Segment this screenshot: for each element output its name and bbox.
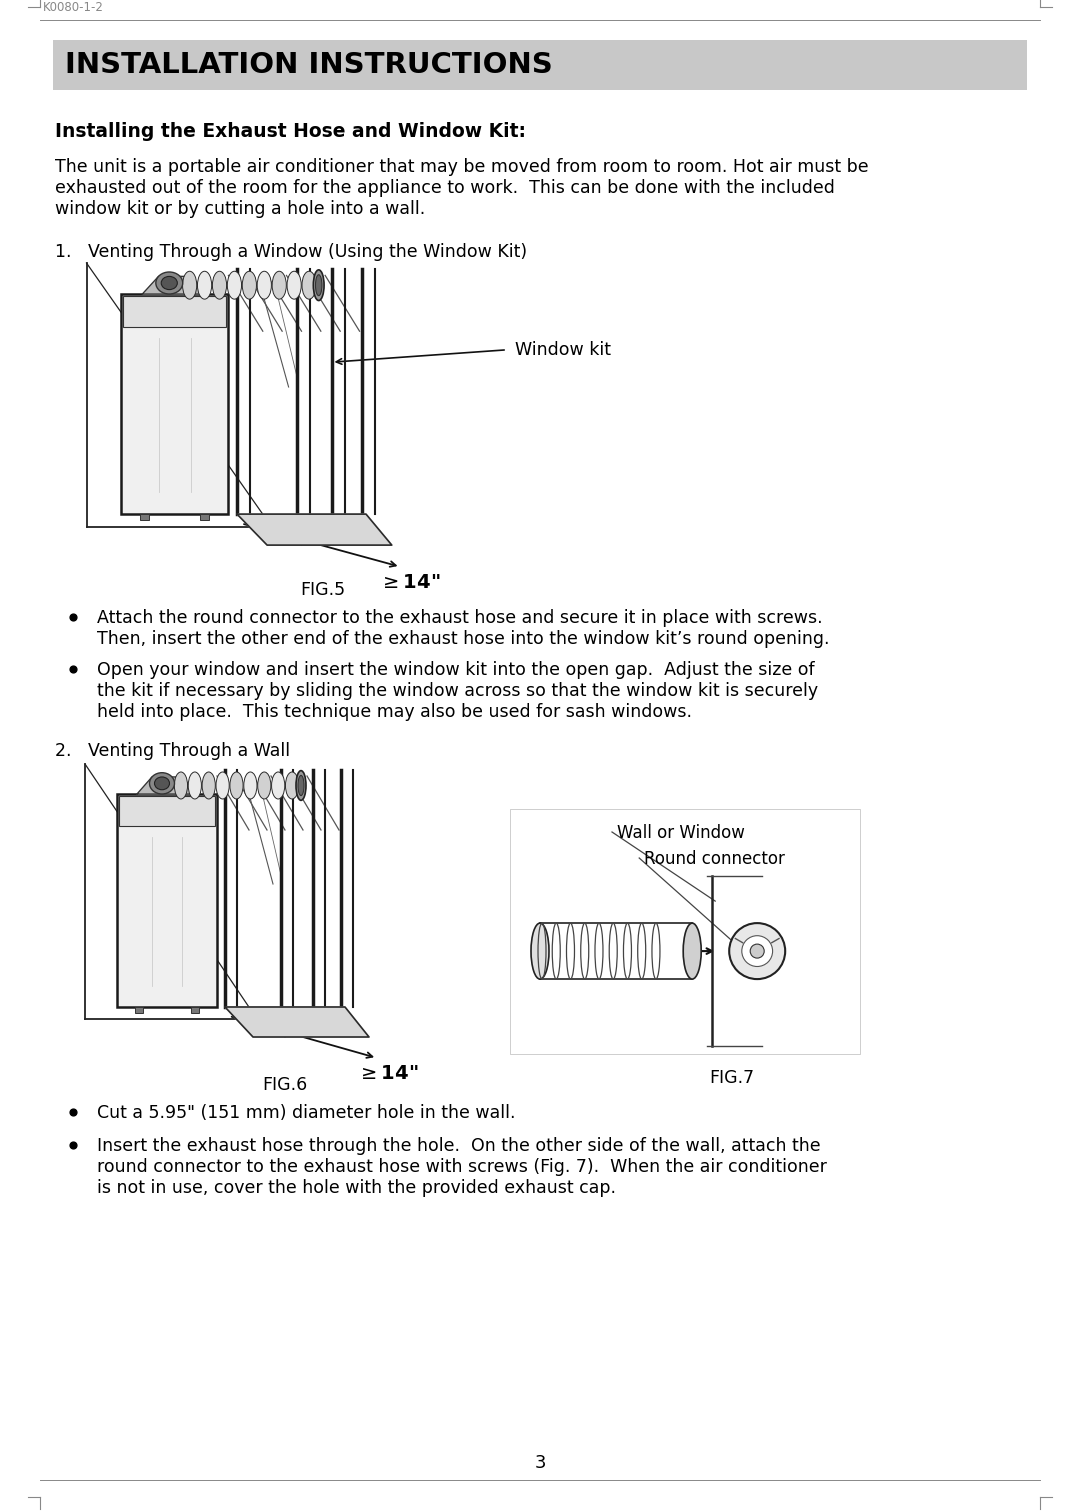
Ellipse shape (729, 924, 785, 980)
Ellipse shape (302, 271, 316, 299)
Bar (510, 809, 860, 1054)
Ellipse shape (154, 777, 170, 789)
Bar (140, 514, 149, 520)
Text: the kit if necessary by sliding the window across so that the window kit is secu: the kit if necessary by sliding the wind… (97, 682, 819, 700)
Ellipse shape (230, 773, 243, 798)
Text: FIG.6: FIG.6 (262, 1077, 308, 1095)
Text: held into place.  This technique may also be used for sash windows.: held into place. This technique may also… (97, 703, 692, 721)
Text: window kit or by cutting a hole into a wall.: window kit or by cutting a hole into a w… (55, 200, 426, 218)
Bar (119, 797, 215, 826)
Text: 1.   Venting Through a Window (Using the Window Kit): 1. Venting Through a Window (Using the W… (55, 243, 527, 262)
Text: K0080-1-2: K0080-1-2 (43, 2, 104, 14)
Ellipse shape (202, 773, 215, 798)
Ellipse shape (313, 269, 324, 301)
Text: 3: 3 (535, 1455, 545, 1473)
Ellipse shape (227, 271, 242, 299)
Text: Round connector: Round connector (644, 850, 785, 868)
Ellipse shape (684, 924, 701, 980)
Ellipse shape (183, 271, 197, 299)
Polygon shape (237, 514, 392, 546)
Text: is not in use, cover the hole with the provided exhaust cap.: is not in use, cover the hole with the p… (97, 1179, 616, 1198)
Ellipse shape (216, 773, 229, 798)
Text: 2.   Venting Through a Wall: 2. Venting Through a Wall (55, 742, 291, 761)
Ellipse shape (188, 773, 202, 798)
Text: Installing the Exhaust Hose and Window Kit:: Installing the Exhaust Hose and Window K… (55, 122, 526, 141)
Ellipse shape (296, 771, 306, 800)
Text: Open your window and insert the window kit into the open gap.  Adjust the size o: Open your window and insert the window k… (97, 661, 814, 679)
Bar (117, 794, 217, 1007)
Text: INSTALLATION INSTRUCTIONS: INSTALLATION INSTRUCTIONS (65, 51, 553, 79)
Ellipse shape (174, 773, 188, 798)
Bar (191, 1007, 199, 1013)
Ellipse shape (315, 275, 322, 296)
Text: FIG.5: FIG.5 (300, 581, 346, 599)
Text: $\geq$14": $\geq$14" (357, 1064, 418, 1083)
Ellipse shape (258, 773, 271, 798)
Text: exhausted out of the room for the appliance to work.  This can be done with the : exhausted out of the room for the applia… (55, 178, 835, 197)
Ellipse shape (298, 776, 303, 795)
Ellipse shape (287, 271, 301, 299)
Bar (201, 514, 210, 520)
Ellipse shape (149, 773, 175, 794)
Ellipse shape (271, 773, 285, 798)
Ellipse shape (156, 272, 183, 293)
Bar (121, 293, 228, 514)
Polygon shape (137, 777, 197, 794)
Ellipse shape (285, 773, 299, 798)
Ellipse shape (531, 924, 549, 980)
Text: The unit is a portable air conditioner that may be moved from room to room. Hot : The unit is a portable air conditioner t… (55, 157, 868, 175)
Polygon shape (143, 277, 207, 293)
Bar (123, 296, 227, 327)
Ellipse shape (272, 271, 286, 299)
Text: Then, insert the other end of the exhaust hose into the window kit’s round openi: Then, insert the other end of the exhaus… (97, 631, 829, 649)
Text: Insert the exhaust hose through the hole.  On the other side of the wall, attach: Insert the exhaust hose through the hole… (97, 1137, 821, 1155)
Text: Cut a 5.95" (151 mm) diameter hole in the wall.: Cut a 5.95" (151 mm) diameter hole in th… (97, 1104, 515, 1122)
Bar (135, 1007, 143, 1013)
Ellipse shape (242, 271, 256, 299)
Text: Attach the round connector to the exhaust hose and secure it in place with screw: Attach the round connector to the exhaus… (97, 609, 823, 627)
Ellipse shape (244, 773, 257, 798)
Text: round connector to the exhaust hose with screws (Fig. 7).  When the air conditio: round connector to the exhaust hose with… (97, 1158, 827, 1176)
Ellipse shape (198, 271, 212, 299)
Text: $\geq$14": $\geq$14" (379, 573, 441, 593)
Ellipse shape (742, 936, 772, 966)
Ellipse shape (213, 271, 227, 299)
Polygon shape (225, 1007, 369, 1037)
Text: Wall or Window: Wall or Window (617, 824, 745, 842)
Text: FIG.7: FIG.7 (710, 1069, 755, 1087)
Text: Window kit: Window kit (515, 340, 611, 358)
Ellipse shape (257, 271, 271, 299)
Bar (53, 39, 1027, 91)
Ellipse shape (751, 943, 765, 959)
Ellipse shape (161, 277, 177, 290)
